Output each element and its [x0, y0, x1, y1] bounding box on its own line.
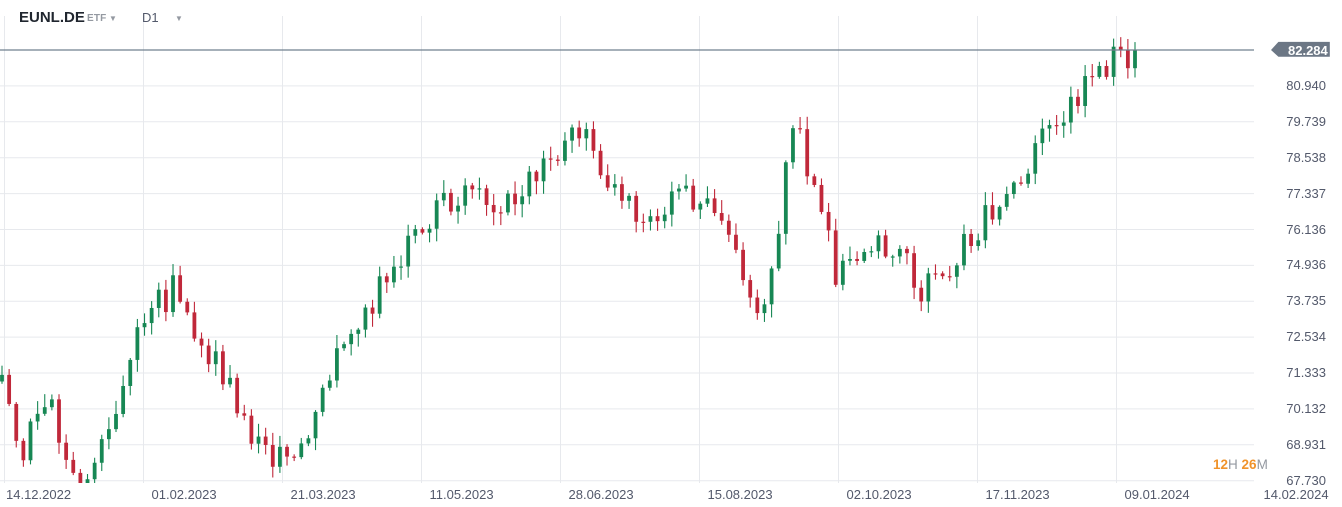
svg-text:82.284: 82.284 [1288, 43, 1329, 58]
